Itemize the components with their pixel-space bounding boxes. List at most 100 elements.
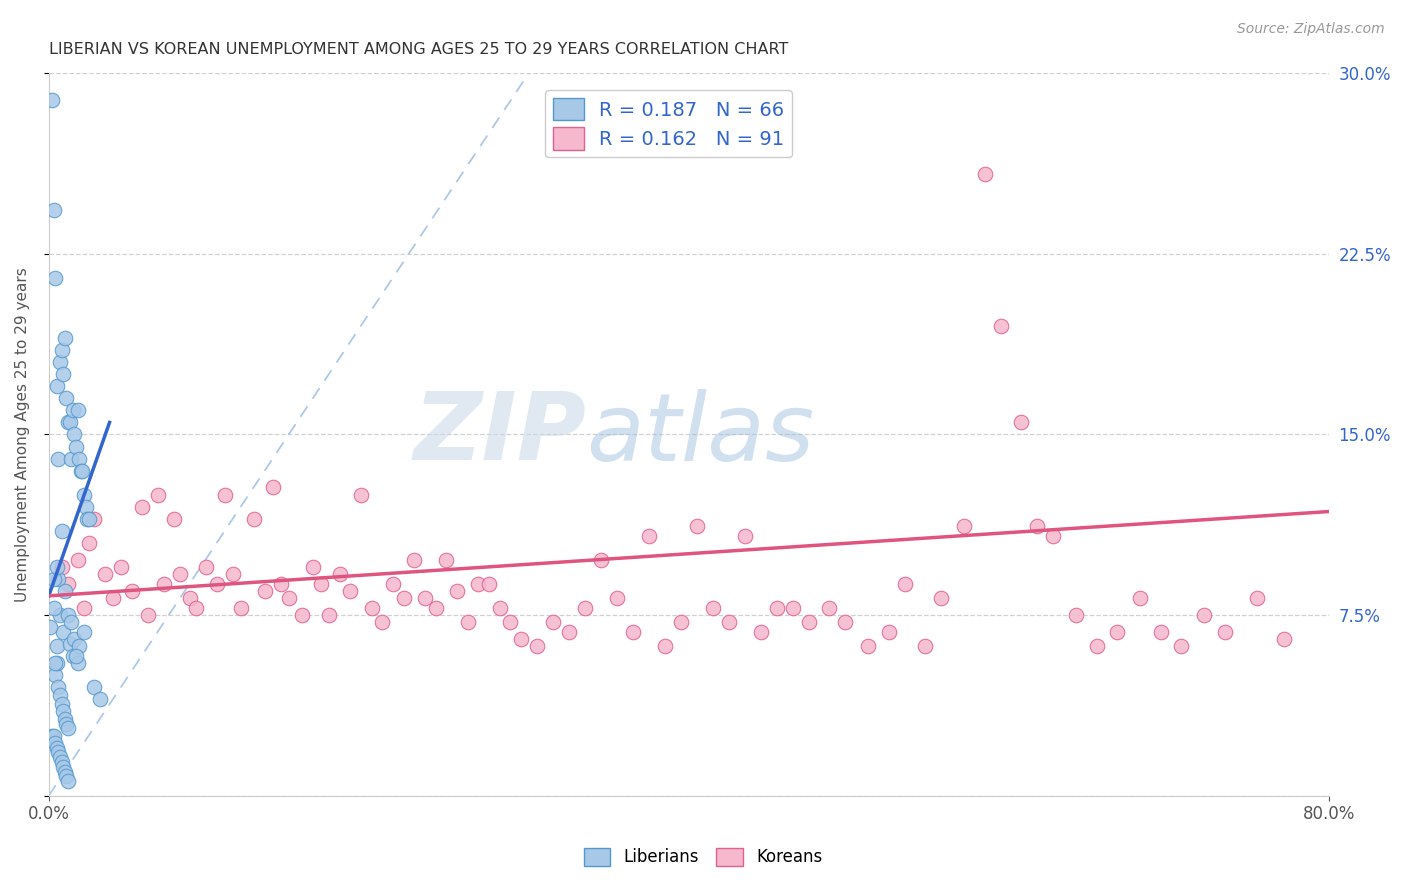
Point bbox=[749, 624, 772, 639]
Point bbox=[45, 657, 67, 671]
Point bbox=[446, 584, 468, 599]
Point bbox=[434, 552, 457, 566]
Point bbox=[121, 584, 143, 599]
Point bbox=[229, 600, 252, 615]
Point bbox=[60, 451, 83, 466]
Point bbox=[65, 648, 87, 663]
Point bbox=[49, 688, 72, 702]
Y-axis label: Unemployment Among Ages 25 to 29 years: Unemployment Among Ages 25 to 29 years bbox=[15, 267, 30, 602]
Point bbox=[66, 403, 89, 417]
Point bbox=[1064, 608, 1087, 623]
Point bbox=[51, 698, 73, 712]
Point bbox=[370, 615, 392, 630]
Point bbox=[153, 576, 176, 591]
Point bbox=[205, 576, 228, 591]
Point bbox=[56, 774, 79, 789]
Point bbox=[242, 512, 264, 526]
Point bbox=[53, 584, 76, 599]
Point bbox=[526, 640, 548, 654]
Point bbox=[69, 464, 91, 478]
Point bbox=[541, 615, 564, 630]
Point bbox=[55, 770, 77, 784]
Point bbox=[1213, 624, 1236, 639]
Point bbox=[52, 624, 75, 639]
Point bbox=[222, 567, 245, 582]
Point bbox=[1107, 624, 1129, 639]
Point bbox=[654, 640, 676, 654]
Point bbox=[42, 729, 65, 743]
Point bbox=[574, 600, 596, 615]
Point bbox=[253, 584, 276, 599]
Point bbox=[41, 93, 63, 107]
Point bbox=[914, 640, 936, 654]
Point bbox=[48, 681, 70, 695]
Point bbox=[58, 416, 80, 430]
Point bbox=[339, 584, 361, 599]
Point bbox=[877, 624, 900, 639]
Point bbox=[51, 755, 73, 769]
Point bbox=[75, 500, 97, 514]
Point bbox=[309, 576, 332, 591]
Point bbox=[509, 632, 531, 647]
Point bbox=[52, 368, 75, 382]
Point bbox=[56, 576, 79, 591]
Point bbox=[953, 519, 976, 533]
Text: Source: ZipAtlas.com: Source: ZipAtlas.com bbox=[1237, 22, 1385, 37]
Point bbox=[89, 692, 111, 706]
Point bbox=[557, 624, 579, 639]
Point bbox=[53, 712, 76, 726]
Point bbox=[136, 608, 159, 623]
Point bbox=[162, 512, 184, 526]
Point bbox=[621, 624, 644, 639]
Point bbox=[44, 736, 66, 750]
Point bbox=[184, 600, 207, 615]
Point bbox=[1129, 591, 1152, 606]
Point bbox=[262, 480, 284, 494]
Point bbox=[44, 668, 66, 682]
Point bbox=[425, 600, 447, 615]
Point bbox=[169, 567, 191, 582]
Point bbox=[49, 355, 72, 369]
Point bbox=[110, 560, 132, 574]
Point bbox=[214, 488, 236, 502]
Point bbox=[402, 552, 425, 566]
Point bbox=[73, 488, 96, 502]
Point bbox=[42, 572, 65, 586]
Point bbox=[973, 167, 995, 181]
Point bbox=[179, 591, 201, 606]
Point bbox=[53, 331, 76, 345]
Point bbox=[51, 560, 73, 574]
Point bbox=[686, 519, 709, 533]
Point bbox=[53, 764, 76, 779]
Point bbox=[42, 600, 65, 615]
Point bbox=[66, 657, 89, 671]
Point bbox=[55, 716, 77, 731]
Point bbox=[392, 591, 415, 606]
Point bbox=[1170, 640, 1192, 654]
Point bbox=[1246, 591, 1268, 606]
Point bbox=[1150, 624, 1173, 639]
Point bbox=[45, 640, 67, 654]
Point bbox=[606, 591, 628, 606]
Point bbox=[893, 576, 915, 591]
Point bbox=[834, 615, 856, 630]
Point bbox=[45, 560, 67, 574]
Point bbox=[318, 608, 340, 623]
Point bbox=[63, 632, 86, 647]
Point bbox=[62, 648, 84, 663]
Point bbox=[56, 416, 79, 430]
Point bbox=[818, 600, 841, 615]
Point bbox=[931, 591, 953, 606]
Point bbox=[782, 600, 804, 615]
Point bbox=[83, 681, 105, 695]
Point bbox=[350, 488, 373, 502]
Point bbox=[39, 620, 62, 634]
Point bbox=[381, 576, 404, 591]
Point bbox=[45, 740, 67, 755]
Point bbox=[131, 500, 153, 514]
Text: LIBERIAN VS KOREAN UNEMPLOYMENT AMONG AGES 25 TO 29 YEARS CORRELATION CHART: LIBERIAN VS KOREAN UNEMPLOYMENT AMONG AG… bbox=[49, 42, 789, 57]
Point bbox=[194, 560, 217, 574]
Point bbox=[457, 615, 479, 630]
Text: ZIP: ZIP bbox=[413, 389, 586, 481]
Point bbox=[467, 576, 489, 591]
